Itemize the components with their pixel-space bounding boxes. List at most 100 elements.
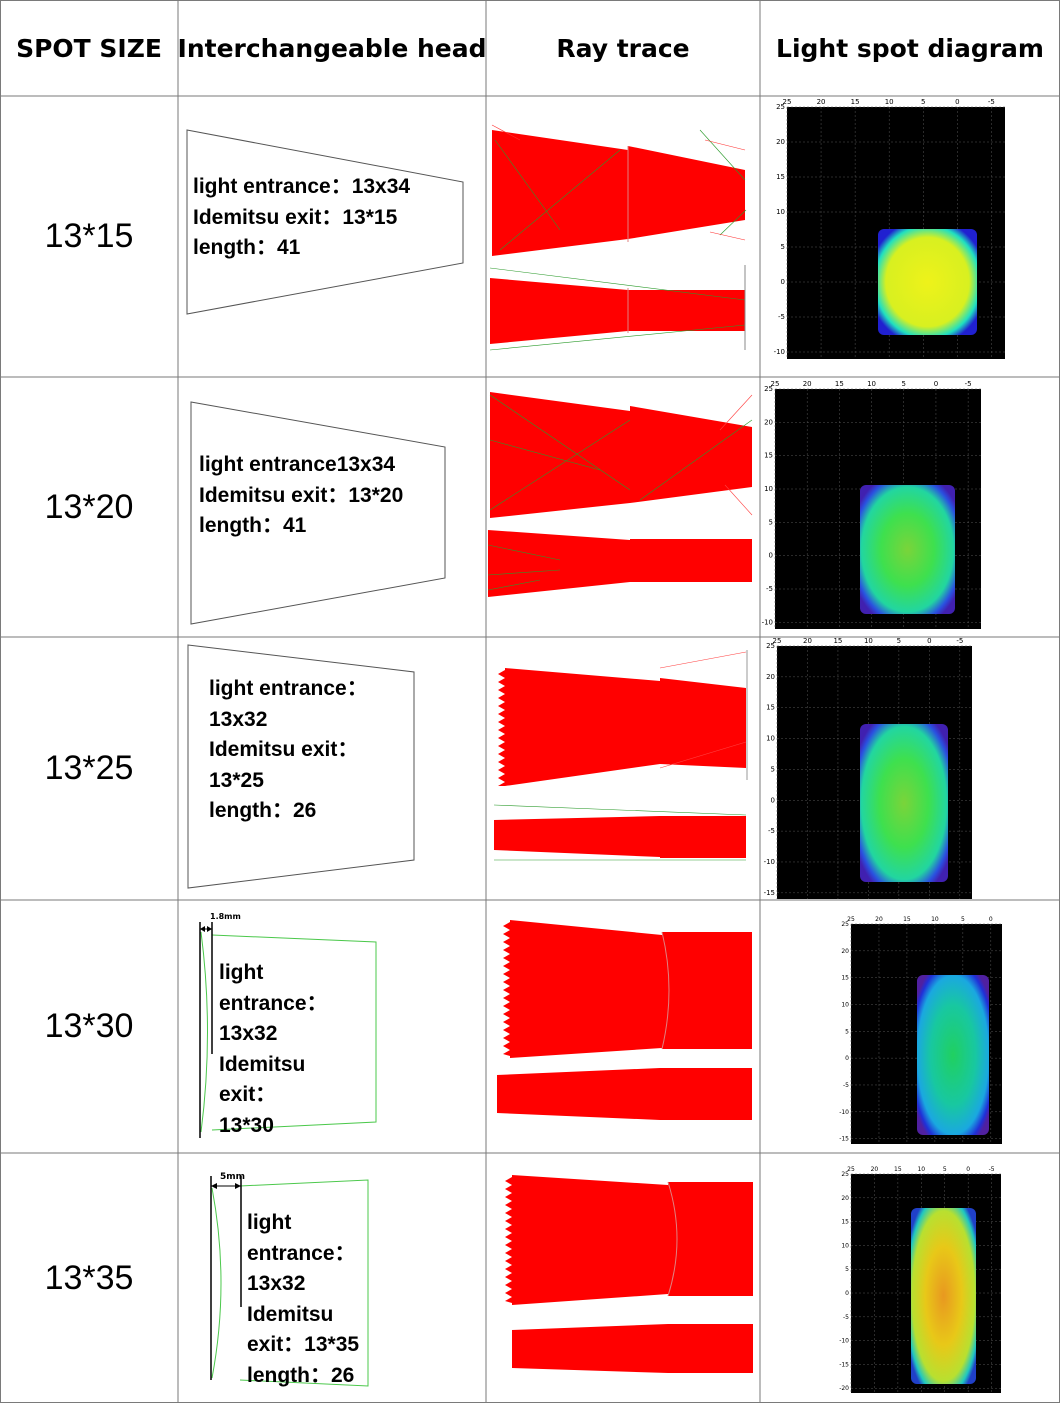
x-tick-label: 0 [989,916,993,923]
spot-diagram-row-2: 25 20 15 10 5 0 -5 25 20 15 10 5 0 -5 -10 [762,380,981,629]
y-tick-label: -10 [764,858,775,866]
y-tick-label: 20 [841,948,849,955]
y-tick-label: 25 [841,1171,849,1178]
x-tick-label: 20 [817,98,826,106]
x-tick-label: 20 [871,1166,879,1173]
desc-line: length：41 [193,236,301,259]
y-tick-label: 5 [845,1028,849,1035]
head-outline-row-1 [186,129,464,315]
x-tick-label: -5 [956,637,963,645]
y-tick-label: -10 [839,1109,849,1116]
desc-line: 13x32 [219,1022,278,1045]
desc-line: exit：13*35 [247,1333,360,1356]
spot-size-cell: 13*20 [44,487,134,526]
x-tick-label: 5 [902,380,906,388]
desc-line: light entrance： [209,677,368,700]
y-tick-label: 25 [764,385,773,393]
x-tick-label: 0 [934,380,938,388]
y-tick-label: -20 [839,1385,849,1392]
x-tick-label: 25 [783,98,792,106]
x-tick-label: 20 [875,916,883,923]
y-tick-label: 10 [764,485,773,493]
ray-trace-serration [498,670,512,1303]
desc-line: Idemitsu exit：13*15 [193,205,398,229]
desc-line: 13*25 [209,768,264,792]
y-tick-label: -15 [764,889,775,897]
x-tick-label: 0 [966,1166,970,1173]
x-tick-label: 10 [885,98,894,106]
y-tick-label: 5 [845,1266,849,1273]
y-tick-label: 15 [776,173,785,181]
head-outline-row-3 [187,644,415,889]
x-tick-label: -5 [989,1166,995,1173]
light-spot [860,724,948,882]
y-tick-label: 25 [766,642,775,650]
desc-line: Idemitsu exit： [209,738,359,761]
y-tick-label: 20 [841,1195,849,1202]
y-tick-label: 25 [841,921,849,928]
y-tick-label: 20 [776,138,785,146]
y-tick-label: 25 [776,103,785,111]
desc-line: 13*30 [219,1113,274,1137]
x-tick-label: 0 [955,98,959,106]
head-outline-row-2 [190,401,446,625]
desc-line: entrance： [247,1241,356,1265]
y-tick-label: -5 [843,1314,849,1321]
spot-size-cell: 13*35 [44,1258,134,1297]
y-tick-label: -10 [774,348,785,356]
ray-trace-row-2 [487,392,753,597]
head-description-row-4: light entrance： 13x32 Idemitsu exit： 13*… [219,958,328,1141]
y-tick-label: 5 [771,765,775,773]
y-tick-label: 20 [764,418,773,426]
y-tick-label: -5 [768,827,775,835]
y-tick-label: 15 [841,975,849,982]
light-spot [878,229,977,335]
x-tick-label: -5 [965,380,972,388]
x-tick-label: 5 [943,1166,947,1173]
x-tick-label: 20 [803,637,812,645]
x-tick-label: 25 [847,1166,855,1173]
y-tick-label: 15 [766,704,775,712]
x-tick-label: 15 [894,1166,902,1173]
y-tick-label: 15 [764,452,773,460]
x-tick-label: 10 [931,916,939,923]
desc-line: 13x32 [247,1272,306,1295]
desc-line: light [219,961,264,984]
x-tick-label: -5 [988,98,995,106]
y-tick-label: -15 [839,1136,849,1143]
x-tick-label: 15 [851,98,860,106]
head-outline-row-4: 1.8mm [199,912,377,1138]
x-tick-label: 0 [927,637,931,645]
y-tick-label: 0 [845,1290,849,1297]
head-description-row-5: light entrance： 13x32 Idemitsu exit：13*3… [247,1208,359,1391]
x-tick-label: 10 [867,380,876,388]
y-tick-label: 5 [781,243,785,251]
spot-diagram-row-1: 25 20 15 10 5 0 -5 25 20 15 10 5 0 -5 -10 [774,98,1005,359]
light-spot [917,975,989,1135]
header-light-spot-diagram: Light spot diagram [776,33,1044,63]
serrated-edge [505,1177,512,1303]
x-tick-label: 5 [897,637,901,645]
head-outline-row-5: 5mm [210,1172,369,1387]
desc-line: exit： [219,1083,277,1106]
dim-label-row-5: 5mm [220,1172,245,1182]
spot-diagram-row-4: 25 20 15 10 5 0 25 20 15 10 5 0 -5 -10 -15 [839,916,1002,1144]
x-tick-label: 25 [771,380,780,388]
serrated-edge [503,922,510,1056]
ray-trace-row-3 [493,650,748,861]
head-description-row-1: light entrance：13x34 Idemitsu exit：13*15… [193,172,410,264]
spot-size-cell: 13*15 [44,217,134,255]
desc-line: entrance： [219,991,328,1015]
x-tick-label: 10 [917,1166,925,1173]
x-tick-label: 20 [803,380,812,388]
spot-diagram-row-5: 25 20 15 10 5 0 -5 25 20 15 10 5 0 -5 -10 -15 -20 [839,1166,1001,1393]
y-tick-label: 0 [845,1055,849,1062]
y-tick-label: -5 [778,313,785,321]
spot-diagram-row-3: 25 20 15 10 5 0 -5 25 20 15 10 5 0 -5 -10 -15 [764,637,972,899]
y-tick-label: -5 [766,585,773,593]
x-tick-label: 10 [864,637,873,645]
ray-trace-row-5 [512,1175,753,1373]
